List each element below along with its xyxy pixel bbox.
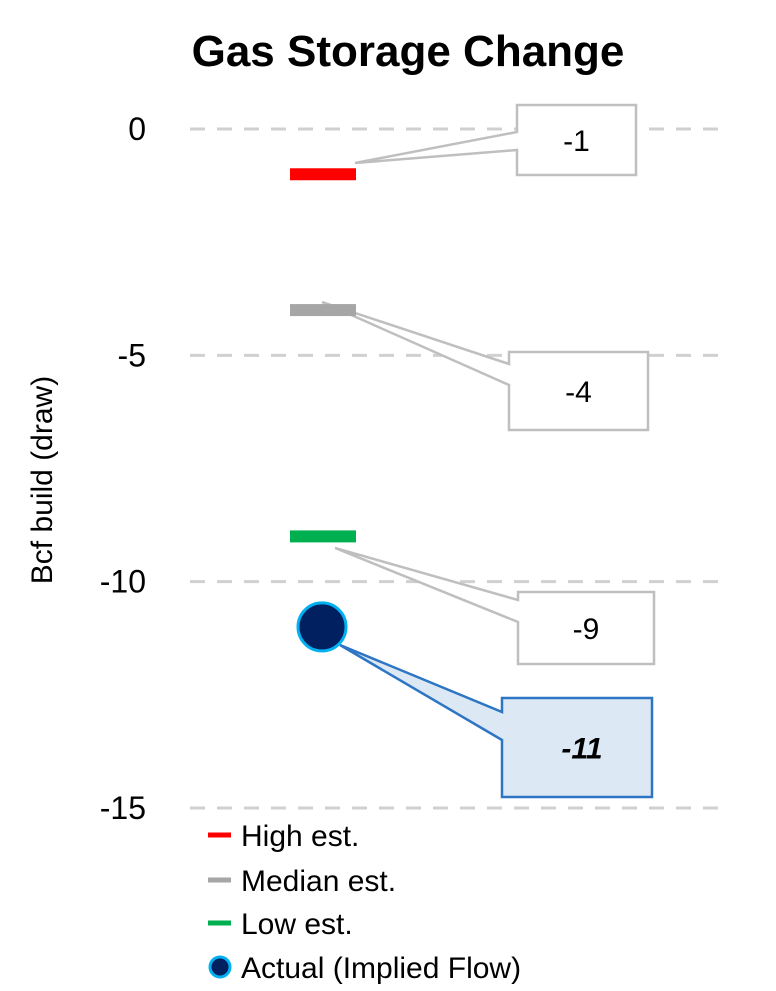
data-callouts: -1 -4 -9 -11 bbox=[321, 103, 656, 799]
callout-box bbox=[339, 643, 654, 799]
callout-box bbox=[334, 546, 656, 666]
data-label: -1 bbox=[563, 125, 590, 158]
legend-marker bbox=[208, 832, 231, 838]
legend-label: High est. bbox=[241, 820, 359, 853]
data-label: -11 bbox=[561, 733, 602, 766]
y-tick-label: 0 bbox=[128, 111, 146, 147]
y-tick-label: -5 bbox=[118, 337, 146, 373]
legend-label: Median est. bbox=[241, 865, 396, 898]
legend-marker bbox=[208, 955, 232, 979]
legend: High est. Median est. Low est. Actual (Impl… bbox=[208, 820, 521, 985]
estimate-marker bbox=[290, 168, 356, 181]
estimate-marker bbox=[290, 530, 356, 543]
data-label: -4 bbox=[565, 376, 592, 409]
actual-point bbox=[296, 601, 348, 653]
data-marks bbox=[290, 168, 356, 653]
callout-box bbox=[321, 300, 650, 432]
legend-label: Low est. bbox=[241, 908, 353, 941]
legend-marker bbox=[208, 920, 231, 926]
y-tick-labels: 0 -5 -10 -15 bbox=[100, 111, 146, 826]
legend-marker bbox=[208, 877, 231, 883]
chart-title: Gas Storage Change bbox=[192, 27, 625, 76]
estimate-marker bbox=[290, 304, 356, 317]
y-tick-label: -15 bbox=[100, 790, 146, 826]
data-label: -9 bbox=[573, 613, 600, 646]
callout-box bbox=[354, 103, 638, 177]
y-tick-label: -10 bbox=[100, 564, 146, 600]
legend-label: Actual (Implied Flow) bbox=[241, 952, 521, 985]
y-axis-label: Bcf build (draw) bbox=[26, 376, 59, 584]
